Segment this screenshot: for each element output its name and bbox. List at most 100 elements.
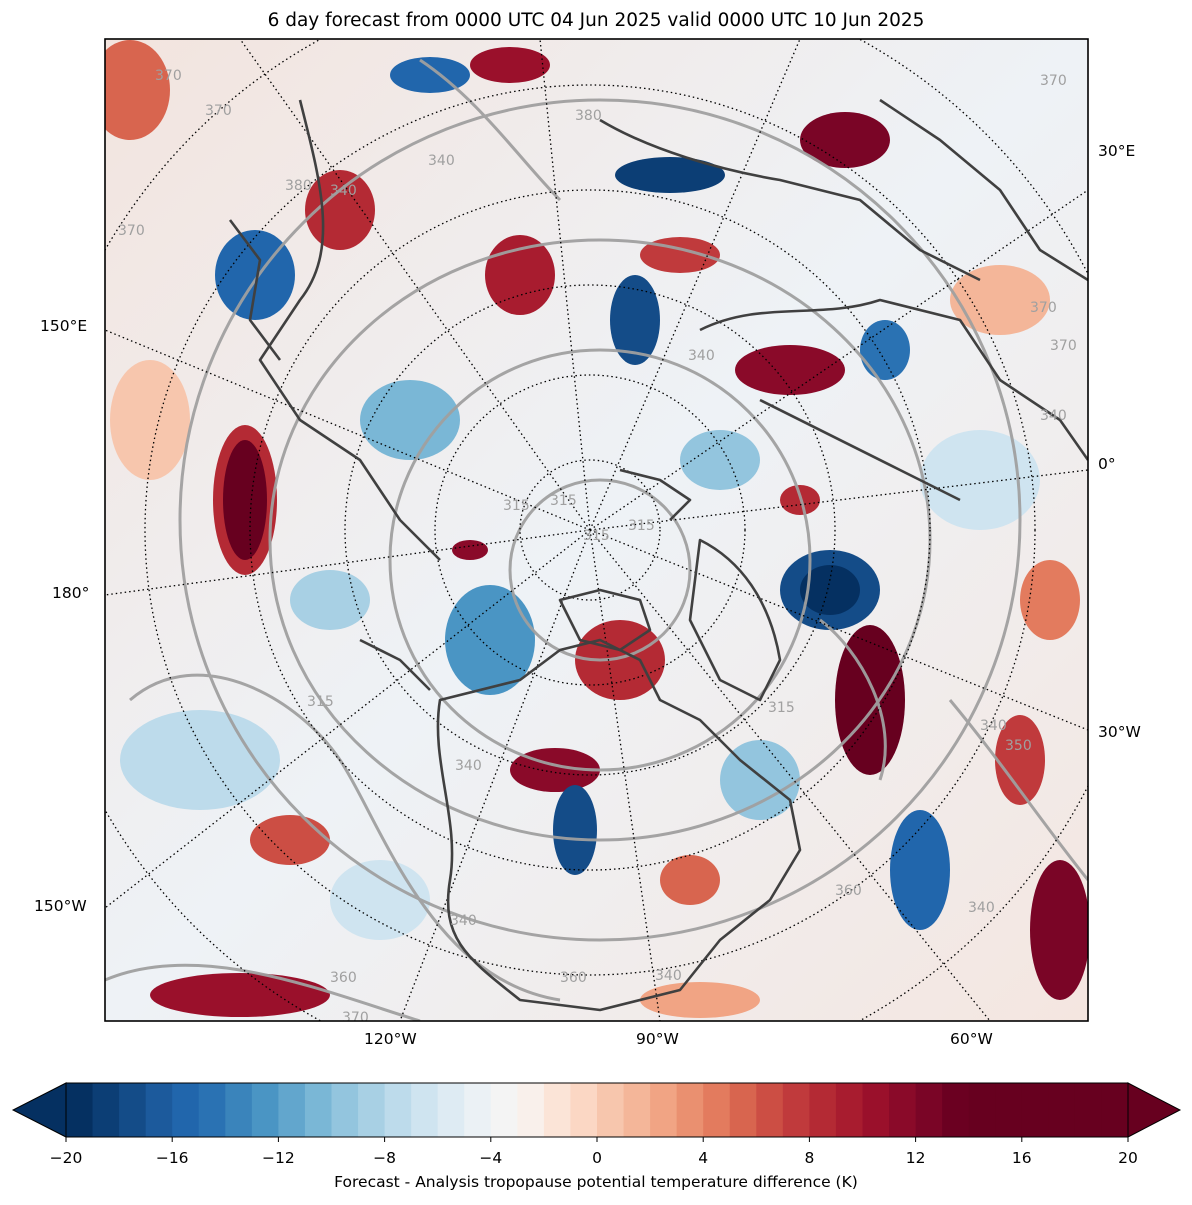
- colorbar-cell: [172, 1083, 200, 1137]
- lon-label-60w: 60°W: [950, 1030, 993, 1048]
- colorbar-cell: [92, 1083, 120, 1137]
- colorbar-tick-label: 20: [1118, 1149, 1138, 1167]
- colorbar-cell: [889, 1083, 917, 1137]
- colorbar-cell: [278, 1083, 306, 1137]
- colorbar-label: Forecast - Analysis tropopause potential…: [334, 1173, 858, 1191]
- lon-label-30e: 30°E: [1098, 142, 1136, 160]
- contour-label: 340: [428, 153, 455, 169]
- colorbar-extend-high: [1127, 1082, 1182, 1138]
- contour-label: 315: [768, 700, 795, 716]
- contour-label: 340: [455, 758, 482, 774]
- contour-label: 350: [1005, 738, 1032, 754]
- colorbar-cell: [1048, 1083, 1076, 1137]
- colorbar-cell: [411, 1083, 439, 1137]
- contour-label: 315: [550, 493, 577, 509]
- colorbar-tick-label: −12: [262, 1149, 295, 1167]
- coastlines: [228, 98, 1088, 1012]
- contour-label: 340: [450, 913, 477, 929]
- colorbar-cell: [597, 1083, 625, 1137]
- colorbar-tick-label: 8: [804, 1149, 814, 1167]
- colorbar-cell: [756, 1083, 784, 1137]
- colorbar-cell: [464, 1083, 492, 1137]
- contour-label: 370: [205, 103, 232, 119]
- contour-label: 340: [655, 968, 682, 984]
- colorbar-cell: [729, 1083, 757, 1137]
- colorbar-cell: [66, 1083, 94, 1137]
- colorbar-cell: [650, 1083, 678, 1137]
- colorbar-cell: [942, 1083, 970, 1137]
- contour-label: 315: [628, 518, 655, 534]
- colorbar-cell: [570, 1083, 598, 1137]
- lon-label-180: 180°: [52, 584, 90, 602]
- map-title: 6 day forecast from 0000 UTC 04 Jun 2025…: [267, 10, 925, 31]
- colorbar-tick-label: 12: [906, 1149, 926, 1167]
- lon-label-90w: 90°W: [636, 1030, 679, 1048]
- contour-label: 340: [980, 718, 1007, 734]
- lon-label-150e: 150°E: [40, 317, 88, 335]
- contour-label: 370: [155, 68, 182, 84]
- contour-label: 315: [583, 528, 610, 544]
- graticule: [105, 39, 1088, 1021]
- contour-label: 370: [118, 223, 145, 239]
- colorbar-cell: [623, 1083, 651, 1137]
- colorbar-cell: [251, 1083, 279, 1137]
- contour-label: 340: [1040, 408, 1067, 424]
- colorbar-cell: [358, 1083, 386, 1137]
- colorbar-tick-label: 4: [698, 1149, 708, 1167]
- colorbar-cell: [915, 1083, 943, 1137]
- contour-label: 370: [1050, 338, 1077, 354]
- colorbar-cell: [331, 1083, 359, 1137]
- contour-label: 315: [307, 694, 334, 710]
- colorbar-cell: [1101, 1083, 1129, 1137]
- contour-label: 360: [560, 970, 587, 986]
- contour-label: 370: [1030, 300, 1057, 316]
- colorbar-extend-low: [11, 1082, 67, 1138]
- colorbar-tick-label: 0: [592, 1149, 602, 1167]
- contour-label: 360: [835, 883, 862, 899]
- contour-label: 340: [688, 348, 715, 364]
- colorbar-cell: [198, 1083, 226, 1137]
- colorbar-cell: [543, 1083, 571, 1137]
- contour-labels: 370 370 380 340 340 380 370 340 315 315 …: [118, 68, 1077, 1026]
- colorbar-cell: [145, 1083, 173, 1137]
- contour-label: 380: [575, 108, 602, 124]
- colorbar-cell: [384, 1083, 412, 1137]
- colorbar-cell: [676, 1083, 704, 1137]
- colorbar-cell: [437, 1083, 465, 1137]
- map-frame: [104, 38, 1089, 1022]
- lon-label-120w: 120°W: [364, 1030, 417, 1048]
- colorbar-tick-label: −16: [156, 1149, 189, 1167]
- colorbar-cell: [703, 1083, 731, 1137]
- colorbar-cell: [782, 1083, 810, 1137]
- contour-label: 340: [968, 900, 995, 916]
- lon-label-150w: 150°W: [34, 897, 87, 915]
- colorbar-tick-label: −8: [373, 1149, 396, 1167]
- colorbar-cell: [490, 1083, 518, 1137]
- colorbar-cell: [1021, 1083, 1049, 1137]
- colorbar-cell: [862, 1083, 890, 1137]
- difference-field: [105, 40, 1088, 1018]
- colorbar-cell: [304, 1083, 332, 1137]
- colorbar-tick-label: 16: [1012, 1149, 1032, 1167]
- contour-label: 380: [285, 178, 312, 194]
- colorbar: −20 −16 −12 −8 −4 0 4 8 12 16 20: [11, 1082, 1182, 1167]
- colorbar-cell: [517, 1083, 545, 1137]
- colorbar-tick-label: −4: [479, 1149, 502, 1167]
- colorbar-cell: [968, 1083, 996, 1137]
- contour-label: 340: [330, 183, 357, 199]
- lon-label-0: 0°: [1098, 455, 1116, 473]
- colorbar-cell: [119, 1083, 147, 1137]
- colorbar-tick-label: −20: [50, 1149, 83, 1167]
- colorbar-cell: [809, 1083, 837, 1137]
- contour-label: 315: [503, 498, 530, 514]
- contour-label: 370: [1040, 73, 1067, 89]
- map-panel: 370 370 380 340 340 380 370 340 315 315 …: [105, 39, 1088, 1026]
- lon-label-30w: 30°W: [1098, 723, 1141, 741]
- colorbar-cell: [225, 1083, 253, 1137]
- colorbar-cell: [1074, 1083, 1102, 1137]
- contour-label: 370: [342, 1010, 369, 1026]
- colorbar-cell: [835, 1083, 863, 1137]
- colorbar-cell: [995, 1083, 1023, 1137]
- contour-label: 360: [330, 970, 357, 986]
